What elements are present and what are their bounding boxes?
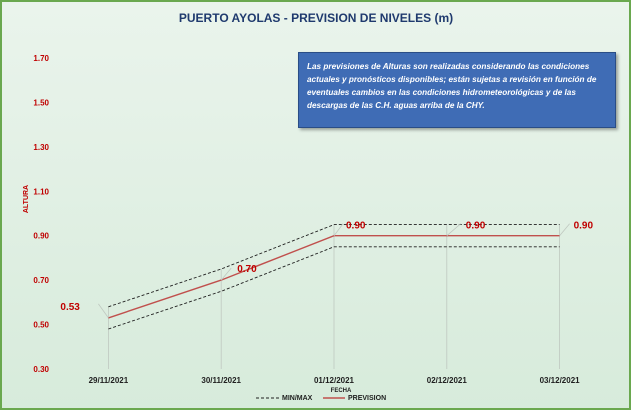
y-tick-label: 1.10	[33, 187, 49, 196]
y-tick-label: 1.70	[33, 54, 49, 63]
x-tick-label: 03/12/2021	[540, 376, 581, 385]
y-tick-label: 0.30	[33, 365, 49, 374]
x-tick-label: 30/11/2021	[201, 376, 241, 385]
x-tick-label: 01/12/2021	[314, 376, 355, 385]
data-label: 0.90	[574, 221, 594, 232]
min-line	[108, 246, 560, 330]
legend-minmax-label: MIN/MAX	[282, 395, 313, 402]
legend-prevision-label: PREVISION	[348, 395, 386, 402]
x-tick-label: 29/11/2021	[89, 376, 129, 385]
data-label: 0.90	[346, 221, 366, 232]
y-tick-label: 0.50	[33, 321, 49, 330]
y-tick-label: 1.50	[33, 98, 49, 107]
data-label: 0.70	[237, 264, 257, 275]
data-label-leader	[333, 223, 344, 236]
data-label: 0.90	[466, 221, 486, 232]
chart-title: PUERTO AYOLAS - PREVISION DE NIVELES (m)	[179, 11, 453, 25]
data-label: 0.53	[60, 302, 80, 313]
data-label-leader	[446, 223, 462, 237]
forecast-note: Las previsiones de Alturas son realizada…	[298, 52, 616, 128]
x-tick-label: 02/12/2021	[427, 376, 468, 385]
x-axis-label: FECHA	[331, 388, 352, 394]
max-line	[108, 224, 560, 308]
data-label-leader	[220, 267, 232, 281]
y-tick-label: 0.90	[33, 232, 49, 241]
y-tick-label: 0.70	[33, 276, 49, 285]
y-tick-label: 1.30	[33, 143, 49, 152]
y-axis-label: ALTURA	[23, 185, 30, 213]
data-label-leader	[559, 223, 570, 236]
data-label-leader	[98, 303, 109, 319]
